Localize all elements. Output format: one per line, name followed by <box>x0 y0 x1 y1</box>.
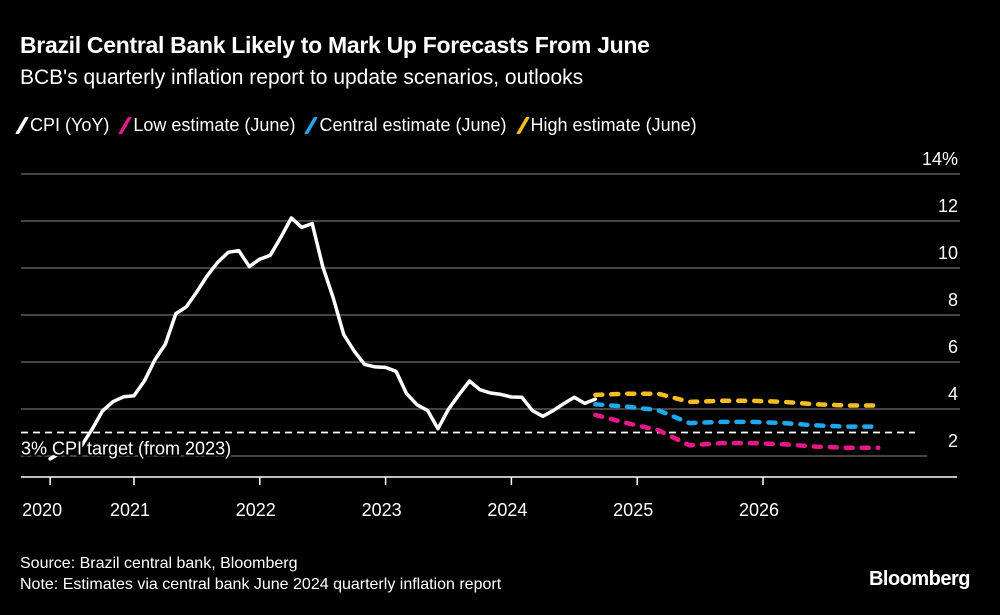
x-tick-label: 2022 <box>236 500 276 520</box>
legend-label: Low estimate (June) <box>133 115 296 135</box>
x-tick-label: 2023 <box>362 500 402 520</box>
legend-item-low: Low estimate (June) <box>118 115 296 136</box>
y-tick-label: 14% <box>922 149 958 169</box>
y-tick-label: 12 <box>938 196 958 216</box>
legend-item-cpi: CPI (YoY) <box>15 115 110 136</box>
x-tick-label: 2024 <box>487 500 527 520</box>
x-tick-label: 2026 <box>739 500 779 520</box>
legend-label: Central estimate (June) <box>319 115 507 135</box>
y-tick-label: 8 <box>948 290 958 310</box>
y-tick-label: 6 <box>948 337 958 357</box>
legend-item-high: High estimate (June) <box>515 115 697 136</box>
note-text: Note: Estimates via central bank June 20… <box>20 576 502 593</box>
y-tick-label: 4 <box>948 384 958 404</box>
series-line-low-estimate <box>593 412 881 451</box>
y-tick-label: 2 <box>948 431 958 451</box>
series-line-central-estimate <box>593 402 881 429</box>
source-text: Source: Brazil central bank, Bloomberg <box>20 555 298 572</box>
source-note: Source: Brazil central bank, Bloomberg N… <box>20 553 501 595</box>
y-tick-label: 10 <box>938 243 958 263</box>
chart-title: Brazil Central Bank Likely to Mark Up Fo… <box>20 32 650 58</box>
legend-label: High estimate (June) <box>530 115 697 135</box>
chart-subtitle: BCB's quarterly inflation report to upda… <box>20 66 584 89</box>
target-label: 3% CPI target (from 2023) <box>21 439 231 459</box>
legend-label: CPI (YoY) <box>30 115 110 135</box>
x-tick-label: 2025 <box>613 500 653 520</box>
x-tick-label: 2021 <box>110 500 150 520</box>
legend: CPI (YoY) Low estimate (June) Central es… <box>15 115 697 136</box>
legend-item-central: Central estimate (June) <box>304 115 507 136</box>
series-line-high-estimate <box>593 391 881 408</box>
bloomberg-logo: Bloomberg <box>868 568 971 590</box>
series-line-cpi <box>48 216 598 461</box>
x-tick-label: 2020 <box>22 500 62 520</box>
